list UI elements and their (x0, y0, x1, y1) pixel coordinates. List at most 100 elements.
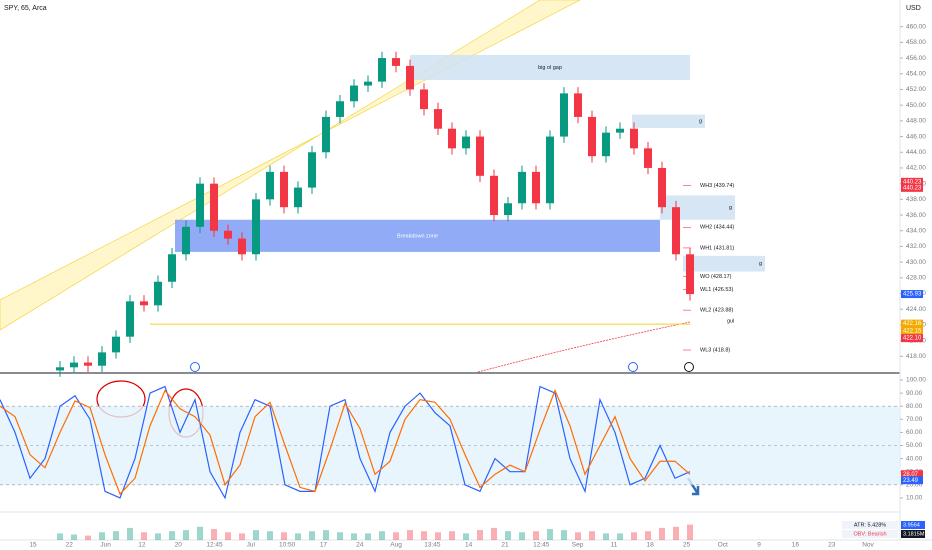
volume-bar (547, 529, 553, 540)
y-tick-label: 434.00 (906, 227, 926, 234)
moving-average (477, 321, 691, 373)
candle-body (196, 183, 204, 227)
volume-bar (575, 532, 581, 540)
indicator-label: ATR: 5.428% (854, 522, 886, 528)
oscillator-line (0, 388, 691, 496)
support-label: gul (727, 319, 734, 325)
volume-bar (393, 532, 399, 540)
volume-bar (477, 530, 483, 540)
volume-bar (421, 531, 427, 540)
candle-body (168, 254, 176, 282)
price-tag (901, 334, 923, 343)
zone-label: g (759, 261, 762, 267)
volume-bar (71, 534, 77, 540)
volume-bar (351, 533, 357, 540)
x-tick-label: Jun (100, 542, 111, 549)
pivot-label: WH2 (434.44) (700, 225, 734, 231)
x-tick-label: 17 (320, 542, 328, 549)
y-tick-label: 442.00 (906, 165, 926, 172)
pivot-label: WL2 (423.88) (700, 308, 733, 314)
candle-body (392, 58, 400, 66)
x-tick-label: Oct (718, 542, 728, 549)
candle-body (322, 116, 330, 153)
candle-body (350, 85, 358, 102)
candle-body (462, 136, 470, 149)
y-tick-label: 432.00 (906, 243, 926, 250)
zone (660, 195, 735, 220)
y-tick-label: 436.00 (906, 212, 926, 219)
candle-body (560, 93, 568, 137)
volume-bar (533, 531, 539, 540)
y-tick-label: 446.00 (906, 133, 926, 140)
x-tick-label: 14 (465, 542, 473, 549)
y-tick-label: 418.00 (906, 353, 926, 360)
price-tag-label: 425.93 (903, 292, 922, 298)
price-tag-label: 440.23 (903, 185, 922, 191)
y-tick-label: 452.00 (906, 86, 926, 93)
x-tick-label: 9 (757, 542, 761, 549)
x-tick-label: 16 (792, 542, 800, 549)
price-tag (901, 177, 923, 186)
volume-bar (463, 533, 469, 540)
event-icon (628, 362, 638, 372)
trend-channel (0, 0, 581, 331)
candle-body (140, 301, 148, 306)
candle-body (630, 128, 638, 149)
volume-bar (659, 527, 665, 540)
event-icon (190, 362, 200, 372)
zone-label: big ol gap (538, 65, 562, 71)
volume-bar (379, 531, 385, 540)
candle-body (182, 226, 190, 255)
volume-bar (589, 531, 595, 540)
volume-bar (211, 529, 217, 540)
candle-body (532, 171, 540, 204)
x-tick-label: Sep (572, 542, 584, 549)
candle-body (546, 136, 554, 204)
volume-bar (435, 532, 441, 540)
x-tick-label: 23 (828, 542, 836, 549)
volume-bar (99, 532, 105, 540)
zone (683, 255, 765, 272)
y-tick-label: 50.00 (906, 442, 923, 449)
volume-bar (309, 531, 315, 540)
candle-body (364, 81, 372, 86)
volume-bar (631, 532, 637, 540)
y-tick-label: 458.00 (906, 39, 926, 46)
indicator-value-box (901, 530, 925, 538)
volume-bar (673, 526, 679, 540)
candle-body (434, 109, 442, 129)
candle-body (308, 152, 316, 188)
y-tick-label: 456.00 (906, 55, 926, 62)
oscillator-line (0, 385, 691, 500)
candle-body (490, 175, 498, 216)
x-tick-label: 12:45 (533, 542, 550, 549)
indicator-box (842, 530, 898, 538)
zone-label: g (699, 119, 702, 125)
volume-bar (295, 533, 301, 540)
x-tick-label: 24 (356, 542, 364, 549)
indicator-value: 3.1815M (903, 531, 925, 537)
price-tag (901, 326, 923, 335)
x-tick-label: 20 (175, 542, 183, 549)
volume-bar (197, 526, 203, 540)
candle-body (574, 93, 582, 117)
y-tick-label: 448.00 (906, 118, 926, 125)
candle-body (154, 281, 162, 306)
y-tick-label: 424.00 (906, 306, 926, 313)
x-tick-label: 22 (66, 542, 74, 549)
y-tick-label: 430.00 (906, 259, 926, 266)
volume-bar (407, 530, 413, 540)
x-tick-label: Aug (390, 542, 402, 549)
candle-body (70, 362, 78, 368)
candle-body (224, 230, 232, 239)
y-tick-label: 444.00 (906, 149, 926, 156)
y-tick-label: 100.00 (906, 377, 926, 384)
candle-body (252, 199, 260, 255)
zone-label: g (729, 205, 732, 211)
y-tick-label: 70.00 (906, 416, 923, 423)
price-tag-label: 422.16 (903, 321, 922, 327)
price-tag (901, 470, 923, 479)
price-tag-label: 28.07 (903, 472, 919, 478)
y-tick-label: 20.00 (906, 482, 923, 489)
candle-body (294, 187, 302, 208)
